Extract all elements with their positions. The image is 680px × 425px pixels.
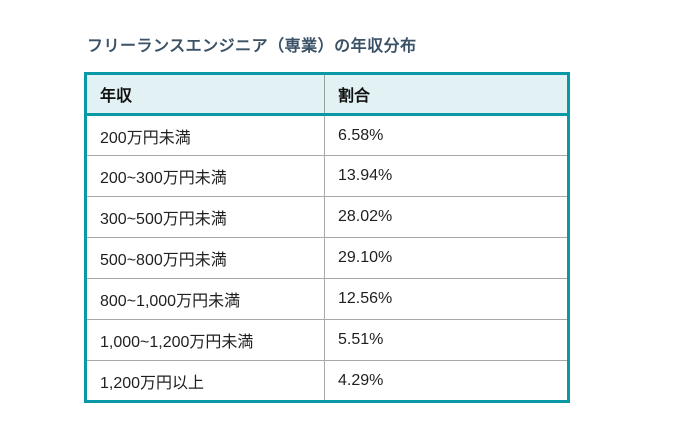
- table-row: 300~500万円未満 28.02%: [85, 196, 569, 238]
- table-row: 1,000~1,200万円未満 5.51%: [85, 319, 569, 361]
- ratio-cell: 5.51%: [324, 319, 569, 361]
- column-header-income: 年収: [85, 73, 325, 116]
- ratio-cell: 29.10%: [324, 237, 569, 279]
- column-header-ratio: 割合: [324, 73, 569, 116]
- table-row: 1,200万円以上 4.29%: [85, 360, 569, 402]
- income-range-cell: 300~500万円未満: [85, 196, 325, 238]
- table-row: 200~300万円未満 13.94%: [85, 155, 569, 197]
- table-row: 200万円未満 6.58%: [85, 114, 569, 156]
- income-range-cell: 500~800万円未満: [85, 237, 325, 279]
- income-range-cell: 200~300万円未満: [85, 155, 325, 197]
- table-row: 800~1,000万円未満 12.56%: [85, 278, 569, 320]
- income-distribution-table: 年収 割合 200万円未満 6.58% 200~300万円未満 13.94% 3…: [84, 72, 570, 403]
- income-range-cell: 1,200万円以上: [85, 360, 325, 402]
- ratio-cell: 12.56%: [324, 278, 569, 320]
- income-range-cell: 800~1,000万円未満: [85, 278, 325, 320]
- income-range-cell: 1,000~1,200万円未満: [85, 319, 325, 361]
- page-title: フリーランスエンジニア（専業）の年収分布: [87, 38, 417, 55]
- table-header-row: 年収 割合: [85, 73, 569, 116]
- ratio-cell: 28.02%: [324, 196, 569, 238]
- income-range-cell: 200万円未満: [85, 114, 325, 156]
- table-row: 500~800万円未満 29.10%: [85, 237, 569, 279]
- ratio-cell: 13.94%: [324, 155, 569, 197]
- ratio-cell: 4.29%: [324, 360, 569, 402]
- ratio-cell: 6.58%: [324, 114, 569, 156]
